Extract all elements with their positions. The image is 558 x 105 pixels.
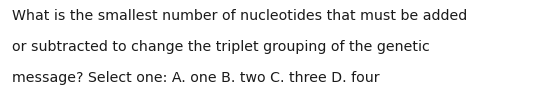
Text: message? Select one: A. one B. two C. three D. four: message? Select one: A. one B. two C. th… [12, 71, 380, 85]
Text: What is the smallest number of nucleotides that must be added: What is the smallest number of nucleotid… [12, 9, 468, 23]
Text: or subtracted to change the triplet grouping of the genetic: or subtracted to change the triplet grou… [12, 40, 430, 54]
